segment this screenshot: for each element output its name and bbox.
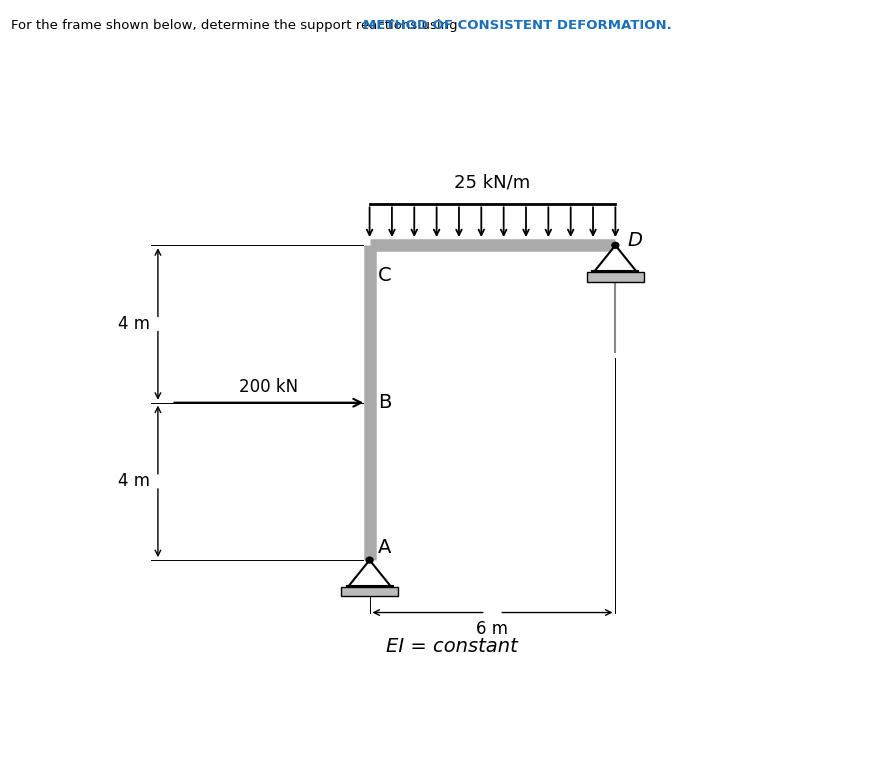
Text: METHOD OF CONSISTENT DEFORMATION.: METHOD OF CONSISTENT DEFORMATION.	[363, 19, 671, 32]
Text: 200 kN: 200 kN	[240, 378, 299, 396]
Bar	[587, 273, 644, 282]
Text: For the frame shown below, determine the support reactions using: For the frame shown below, determine the…	[11, 19, 462, 32]
Text: C: C	[378, 266, 391, 285]
Text: 6 m: 6 m	[477, 619, 508, 637]
Circle shape	[366, 557, 373, 563]
Polygon shape	[349, 560, 390, 586]
Text: 4 m: 4 m	[118, 472, 150, 491]
Polygon shape	[595, 245, 636, 272]
Text: A: A	[378, 538, 391, 557]
Text: D: D	[627, 231, 642, 250]
Circle shape	[612, 242, 618, 248]
Bar	[341, 587, 398, 596]
Text: 4 m: 4 m	[118, 315, 150, 333]
Text: EI = constant: EI = constant	[386, 637, 517, 656]
Text: 25 kN/m: 25 kN/m	[455, 173, 530, 192]
Text: B: B	[378, 393, 391, 412]
